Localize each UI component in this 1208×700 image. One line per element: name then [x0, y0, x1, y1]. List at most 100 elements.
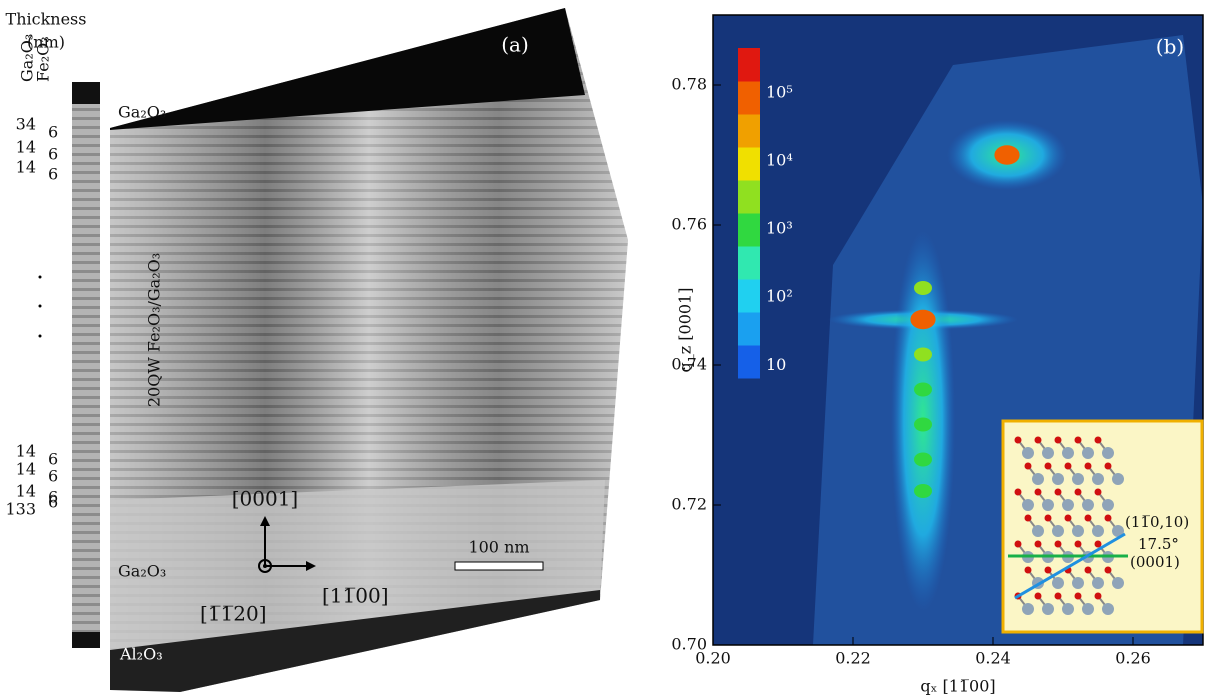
direction-label: [11̅00] — [322, 584, 389, 608]
atom-ga — [1052, 473, 1064, 485]
x-tick-label: 0.24 — [975, 649, 1011, 668]
scale-bar-label: 100 nm — [468, 538, 529, 557]
y-tick-label: 0.72 — [671, 495, 707, 514]
thickness-value: 6 — [48, 165, 58, 184]
direction-label: [0001] — [232, 487, 299, 511]
inset-label: (11̅0,10) — [1125, 513, 1189, 531]
atom-ga — [1112, 577, 1124, 589]
atom-ga — [1072, 473, 1084, 485]
thickness-value: 14 — [16, 158, 36, 177]
atom-ga — [1042, 447, 1054, 459]
atom-ga — [1072, 525, 1084, 537]
thickness-value: 34 — [16, 115, 36, 134]
atom-o — [1035, 489, 1042, 496]
thickness-value: 133 — [5, 500, 36, 519]
atom-ga — [1082, 603, 1094, 615]
atom-ga — [1032, 525, 1044, 537]
atom-ga — [1052, 577, 1064, 589]
colorbar-label: 10² — [766, 287, 793, 306]
atom-o — [1025, 463, 1032, 470]
x-axis-label: qₓ [11̅00] — [920, 677, 995, 696]
atom-ga — [1062, 499, 1074, 511]
atom-ga — [1102, 499, 1114, 511]
atom-o — [1015, 541, 1022, 548]
thickness-value: 14 — [16, 442, 36, 461]
atom-o — [1035, 437, 1042, 444]
direction-label: [1̅1̅20] — [200, 602, 267, 626]
atom-ga — [1112, 473, 1124, 485]
atom-o — [1065, 463, 1072, 470]
y-tick-label: 0.78 — [671, 75, 707, 94]
atom-o — [1095, 437, 1102, 444]
peak — [994, 145, 1019, 165]
thickness-value: 6 — [48, 467, 58, 486]
atom-o — [1075, 593, 1082, 600]
thickness-value: 14 — [16, 460, 36, 479]
thickness-value: 6 — [48, 123, 58, 142]
atom-o — [1045, 463, 1052, 470]
layer-label: Ga₂O₃ — [118, 562, 166, 581]
atom-ga — [1042, 499, 1054, 511]
strip — [72, 82, 100, 648]
atom-o — [1035, 541, 1042, 548]
colorbar-segment — [738, 246, 760, 280]
colorbar-segment — [738, 48, 760, 82]
layer-label: Al₂O₃ — [119, 645, 163, 664]
atom-o — [1055, 593, 1062, 600]
y-tick-label: 0.70 — [671, 635, 707, 654]
atom-o — [1105, 567, 1112, 574]
atom-o — [1095, 489, 1102, 496]
peak — [914, 383, 932, 397]
atom-o — [1095, 593, 1102, 600]
peak — [914, 281, 932, 295]
atom-o — [1015, 437, 1022, 444]
atom-ga — [1022, 499, 1034, 511]
atom-o — [1025, 567, 1032, 574]
peak — [910, 310, 935, 330]
colorbar-segment — [738, 147, 760, 181]
atom-ga — [1082, 447, 1094, 459]
atom-ga — [1092, 473, 1104, 485]
x-tick-label: 0.26 — [1115, 649, 1151, 668]
peak — [914, 348, 932, 362]
colorbar-segment — [738, 345, 760, 379]
atom-ga — [1092, 577, 1104, 589]
atom-ga — [1032, 473, 1044, 485]
colorbar-segment — [738, 114, 760, 148]
peak — [914, 418, 932, 432]
atom-ga — [1092, 525, 1104, 537]
atom-o — [1075, 437, 1082, 444]
atom-o — [1075, 489, 1082, 496]
atom-o — [1085, 463, 1092, 470]
peak — [914, 453, 932, 467]
atom-ga — [1102, 447, 1114, 459]
atom-ga — [1062, 447, 1074, 459]
colorbar-segment — [738, 279, 760, 313]
rsm-map: 1010²10³10⁴10⁵0.200.220.240.260.700.720.… — [671, 15, 1203, 696]
atom-o — [1065, 515, 1072, 522]
atom-o — [1085, 567, 1092, 574]
panel-label: (b) — [1156, 35, 1184, 59]
atom-o — [1035, 593, 1042, 600]
column-head: Fe₂O₃ — [34, 36, 53, 82]
atom-o — [1075, 541, 1082, 548]
atom-o — [1055, 437, 1062, 444]
thickness-value: 14 — [16, 138, 36, 157]
figure: Thickness (nm) Ga₂O₃ Fe₂O₃ (a) Ga₂O₃ 20Q… — [0, 0, 1208, 700]
colorbar-label: 10⁴ — [766, 151, 793, 170]
atom-ga — [1042, 603, 1054, 615]
thickness-value: 6 — [48, 145, 58, 164]
atom-o — [1025, 515, 1032, 522]
atom-ga — [1022, 603, 1034, 615]
atom-o — [1105, 463, 1112, 470]
thickness-title: Thickness — [6, 10, 87, 29]
panel-label: (a) — [501, 33, 529, 57]
colorbar-segment — [738, 81, 760, 115]
y-axis-label: q_z [0001] — [676, 288, 695, 373]
x-tick-label: 0.22 — [835, 649, 871, 668]
colorbar-label: 10 — [766, 355, 786, 374]
atom-ga — [1082, 499, 1094, 511]
colorbar-segment — [738, 180, 760, 214]
atom-ga — [1052, 525, 1064, 537]
thickness-value: 6 — [48, 493, 58, 512]
